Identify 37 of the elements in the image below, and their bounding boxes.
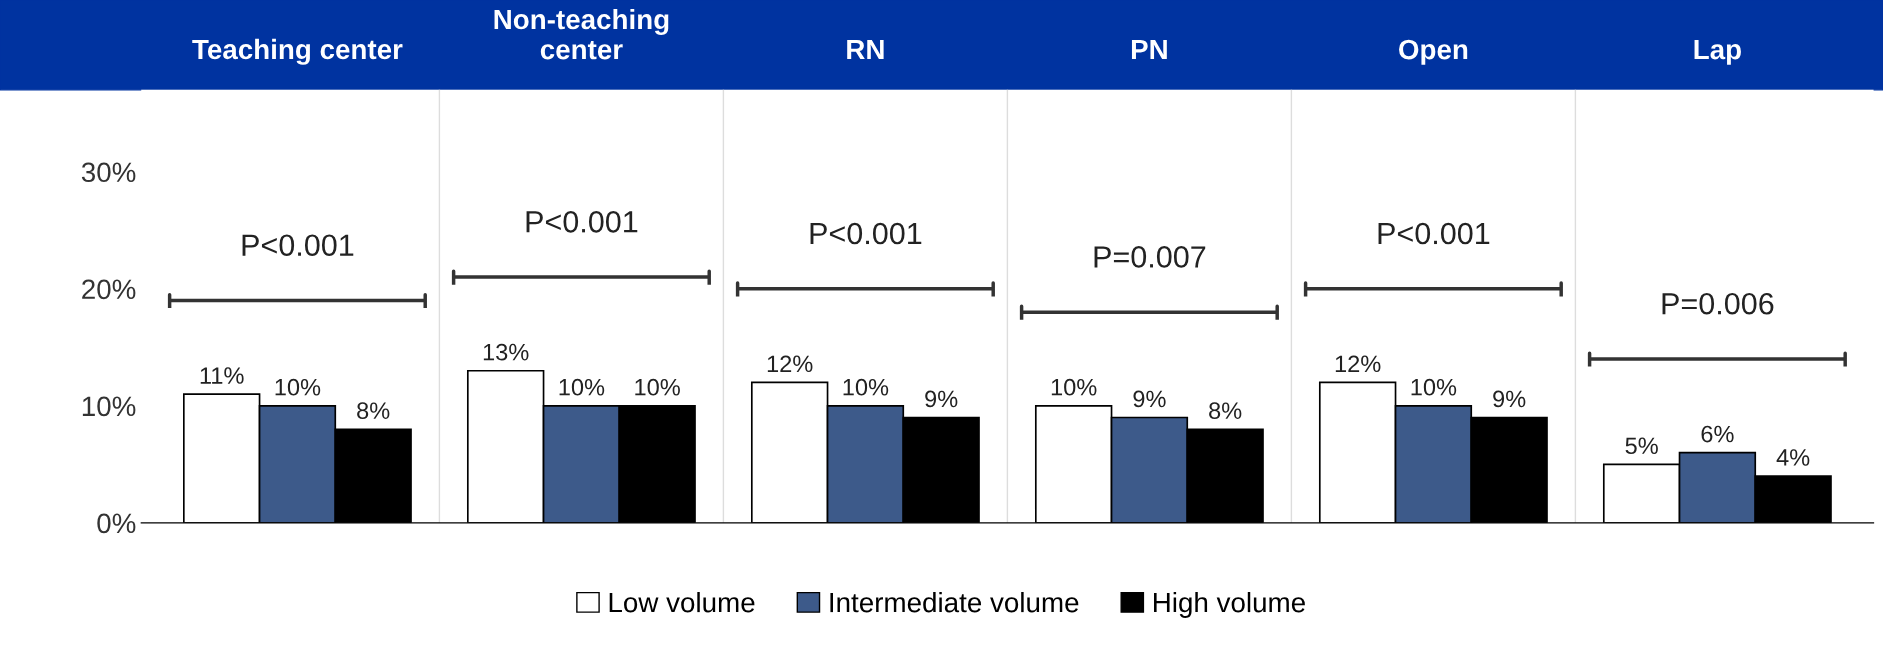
data-label: 6% <box>1701 425 1734 443</box>
y-tick-label: 10% <box>82 396 136 417</box>
annotation: P<0.001 <box>1378 222 1490 245</box>
data-label: 10% <box>1051 378 1097 396</box>
annotation: P<0.001 <box>810 222 922 245</box>
y-tick-label: 0% <box>97 513 136 534</box>
annotation: P=0.006 <box>1662 292 1774 315</box>
data-label: 4% <box>1776 449 1810 466</box>
legend-label: High volume <box>1154 591 1305 618</box>
data-label: 10% <box>559 378 605 396</box>
x-tick-label: Lap <box>1694 40 1741 65</box>
x-tick-label: PN <box>1131 40 1167 60</box>
legend-label: Low volume <box>609 591 755 613</box>
y-tick-label: 30% <box>81 162 136 183</box>
data-label: 10% <box>635 378 680 396</box>
x-tick-label: RN <box>847 40 884 60</box>
data-label: 8% <box>357 402 390 419</box>
legend-label: Intermediate volume <box>830 591 1079 613</box>
data-label: 10% <box>843 378 889 396</box>
data-label: 12% <box>767 355 813 373</box>
data-label: 11% <box>200 367 244 384</box>
y-tick-label: 20% <box>82 279 136 300</box>
annotation: P<0.001 <box>242 234 354 257</box>
data-label: 9% <box>1133 390 1166 408</box>
x-tick-label: Open <box>1399 39 1468 65</box>
data-label: 10% <box>1411 378 1457 396</box>
x-tick-label: Teaching center <box>192 38 403 65</box>
data-label: 8% <box>1209 402 1242 419</box>
data-label: 12% <box>1335 355 1381 373</box>
x-tick-label: Non-teaching center <box>494 8 669 60</box>
data-label: 13% <box>483 343 529 361</box>
data-label: 10% <box>275 378 321 396</box>
annotation: P=0.007 <box>1094 246 1206 268</box>
annotation: P<0.001 <box>526 211 638 233</box>
data-label: 9% <box>1493 390 1526 408</box>
data-label: 9% <box>925 390 958 408</box>
data-label: 5% <box>1625 437 1658 455</box>
